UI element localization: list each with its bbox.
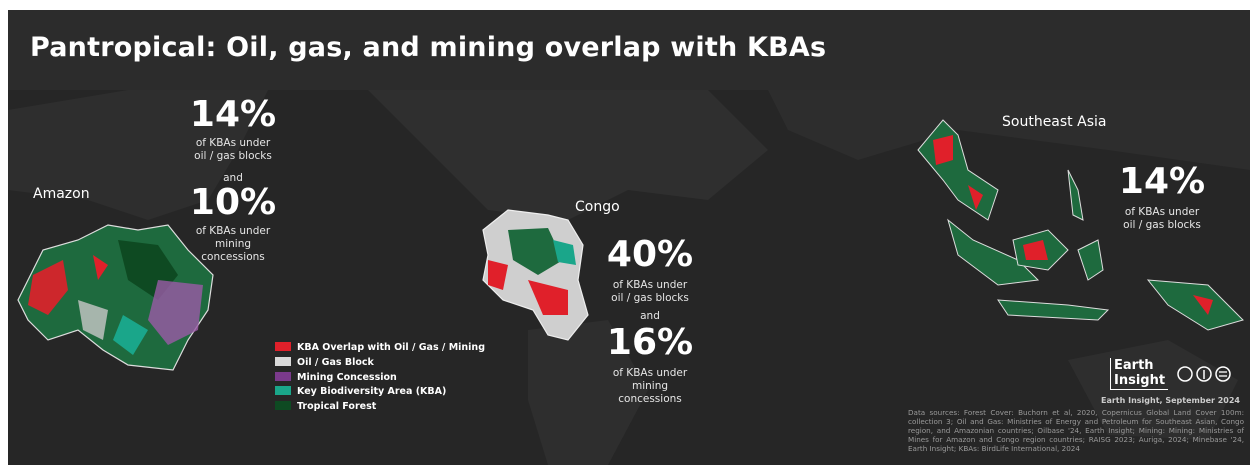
legend-label: Tropical Forest xyxy=(297,401,376,412)
stat-text: mining xyxy=(215,238,251,251)
sea-region xyxy=(998,300,1108,320)
legend-label: KBA Overlap with Oil / Gas / Mining xyxy=(297,342,485,353)
legend-label: Key Biodiversity Area (KBA) xyxy=(297,386,446,397)
legend-swatch xyxy=(275,357,291,366)
sea-region xyxy=(1078,240,1103,280)
stat-text: oil / gas blocks xyxy=(194,150,272,163)
sea-region xyxy=(1068,170,1083,220)
stat-text: of KBAs under xyxy=(613,279,687,292)
sea-region xyxy=(918,120,998,220)
land xyxy=(368,90,768,220)
region-name: Congo xyxy=(575,199,620,215)
stat-text: oil / gas blocks xyxy=(611,292,689,305)
stat-text: of KBAs under xyxy=(613,367,687,380)
brand-text: Insight xyxy=(1114,373,1165,388)
land xyxy=(768,90,1250,170)
legend-swatch xyxy=(275,386,291,395)
title: Pantropical: Oil, gas, and mining overla… xyxy=(30,32,826,63)
sea-region xyxy=(1148,280,1243,330)
legend-swatch xyxy=(275,401,291,410)
stat-text: of KBAs under xyxy=(196,137,270,150)
legend-label: Mining Concession xyxy=(297,372,397,383)
credit-date: Earth Insight, September 2024 xyxy=(1101,396,1240,405)
stat-value: 10% xyxy=(190,182,276,223)
data-sources: Data sources: Forest Cover: Buchorn et a… xyxy=(908,408,1244,453)
legend-label: Oil / Gas Block xyxy=(297,357,374,368)
region-name: Southeast Asia xyxy=(1002,114,1106,130)
stat-text: oil / gas blocks xyxy=(1123,219,1201,232)
stat-text: concessions xyxy=(201,251,265,264)
infographic: Pantropical: Oil, gas, and mining overla… xyxy=(8,10,1250,465)
stat-text: of KBAs under xyxy=(1125,206,1199,219)
stat-text: of KBAs under xyxy=(196,225,270,238)
stat-value: 16% xyxy=(607,322,693,363)
legend-swatch xyxy=(275,342,291,351)
brand-text: Earth xyxy=(1114,358,1165,373)
legend-item: Oil / Gas Block xyxy=(275,357,374,368)
stat-value: 14% xyxy=(190,94,276,135)
stat-text: mining xyxy=(632,380,668,393)
legend-swatch xyxy=(275,372,291,381)
page: {"header": {"title": "Pantropical: Oil, … xyxy=(0,0,1250,465)
legend-item: Key Biodiversity Area (KBA) xyxy=(275,386,446,397)
overlap xyxy=(933,135,953,165)
legend-item: KBA Overlap with Oil / Gas / Mining xyxy=(275,342,485,353)
stat-value: 40% xyxy=(607,234,693,275)
legend-item: Tropical Forest xyxy=(275,401,376,412)
stat-text: concessions xyxy=(618,393,682,406)
legend-item: Mining Concession xyxy=(275,372,397,383)
region-name: Amazon xyxy=(33,186,90,202)
stat-value: 14% xyxy=(1119,161,1205,202)
title-bar: Pantropical: Oil, gas, and mining overla… xyxy=(8,10,1250,90)
brand-logo: Earth Insight xyxy=(1110,358,1168,390)
